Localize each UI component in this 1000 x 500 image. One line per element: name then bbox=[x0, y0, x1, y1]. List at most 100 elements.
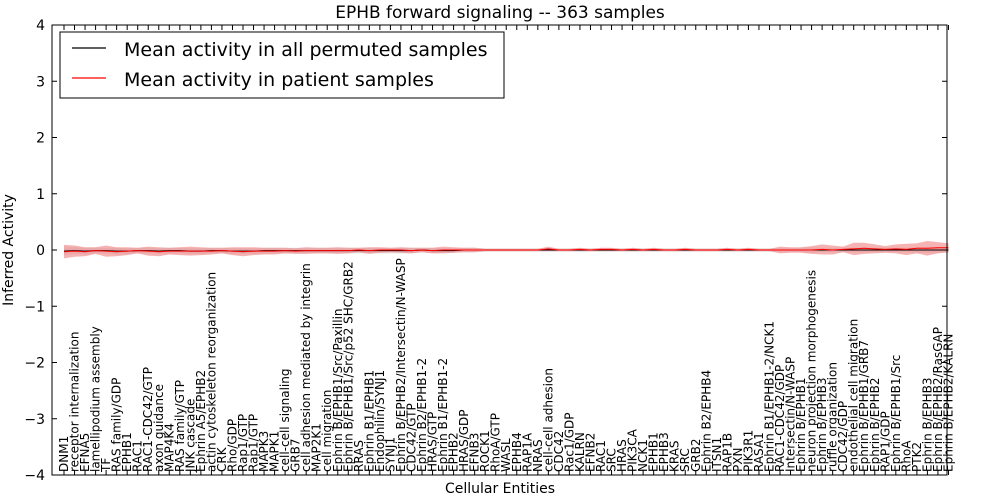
x-tick-label: WASL bbox=[499, 438, 513, 472]
legend-label-permuted: Mean activity in all permuted samples bbox=[124, 39, 487, 61]
x-tick-label: JNK cascade bbox=[183, 399, 197, 473]
legend-label-patient: Mean activity in patient samples bbox=[124, 69, 434, 91]
x-tick-label: PXN bbox=[731, 448, 745, 472]
y-tick-label: 0 bbox=[36, 243, 45, 259]
x-tick-label: Ephrin B/EPHB1 bbox=[794, 378, 808, 472]
x-tick-label: NCK1 bbox=[636, 439, 650, 472]
line-patient bbox=[63, 247, 949, 253]
x-tick-label: NRAS bbox=[531, 439, 545, 472]
x-tick-label: endothelial cell migration bbox=[847, 319, 861, 472]
x-tick-label: Ephrin B/EPHB2 bbox=[868, 378, 882, 472]
x-tick-label: SRC bbox=[605, 448, 619, 472]
x-tick-label: MAP4K4 bbox=[162, 423, 176, 472]
y-axis-label: Inferred Activity bbox=[1, 194, 17, 306]
y-tick-label: −4 bbox=[24, 468, 45, 484]
x-tick-label: Ephrin B/EPHB2/KALRN bbox=[942, 334, 956, 472]
x-tick-label: Endophilin/SYNJ1 bbox=[373, 370, 387, 472]
x-tick-label: Intersectin/N-WASP bbox=[784, 357, 798, 472]
x-tick-label: MAPK1 bbox=[268, 431, 282, 472]
x-tick-label: RAC1-CDC42/GDP bbox=[773, 365, 787, 472]
x-tick-label: cell migration bbox=[320, 390, 334, 472]
x-tick-label: Rap1/GTP bbox=[236, 414, 250, 472]
x-tick-label: RAP1B bbox=[720, 433, 734, 472]
y-axis: −4 −3 −2 −1 0 1 2 3 4 bbox=[24, 18, 947, 484]
x-tick-label: EFNB3 bbox=[468, 433, 482, 472]
x-tick-label: PIK3R1 bbox=[741, 430, 755, 472]
series-lines bbox=[63, 247, 949, 253]
x-tick-label: Rap1/GTP bbox=[247, 414, 261, 472]
x-tick-label: Ephrin B/EPHB3 bbox=[920, 378, 934, 472]
legend-box bbox=[59, 31, 505, 99]
x-tick-label: cell adhesion mediated by integrin bbox=[299, 263, 313, 472]
x-tick-label: ITSN1 bbox=[710, 437, 724, 472]
y-tick-label: −2 bbox=[24, 356, 45, 372]
x-tick-label: Ephrin B/EPHB2/Intersectin/N-WASP bbox=[394, 258, 408, 472]
x-tick-label: GRB2 bbox=[689, 438, 703, 472]
x-tick-label: Ephrin B1/EPHB1-2/NCK1 bbox=[763, 321, 777, 472]
x-tick-label: SYNJ1 bbox=[383, 437, 397, 472]
x-tick-label: GRB7 bbox=[289, 438, 303, 472]
x-tick-label: ROCK1 bbox=[478, 430, 492, 472]
x-axis-label: Cellular Entities bbox=[445, 481, 555, 497]
x-tick-label: Ephrin B/EPHB1/GRB7 bbox=[857, 340, 871, 472]
y-tick-label: −3 bbox=[24, 412, 45, 428]
x-tick-label: receptor internalization bbox=[68, 332, 82, 472]
x-tick-label: MAPK3 bbox=[257, 431, 271, 472]
x-tick-label: EPHB1 bbox=[120, 432, 134, 472]
x-tick-label: TF bbox=[99, 458, 113, 473]
x-tick-label: RAC1 bbox=[131, 440, 145, 472]
x-tick-label: RASA1 bbox=[752, 432, 766, 472]
x-tick-label: Ephrin B/EPHB1/Src/p52 SHC/GRB2 bbox=[341, 261, 355, 472]
x-tick-label: Ephrin B2/EPHB1-2 bbox=[415, 358, 429, 472]
x-tick-label: Ephrin B/EPHB1/Src bbox=[889, 355, 903, 472]
x-tick-label: KRAS bbox=[668, 440, 682, 472]
x-tick-label: RAC1-CDC42/GTP bbox=[141, 367, 155, 472]
x-tick-label: neuron projection morphogenesis bbox=[805, 270, 819, 472]
x-tick-label: Ephrin A5/EPHB2 bbox=[194, 370, 208, 472]
x-tick-label: HRAS/GTP bbox=[426, 412, 440, 472]
y-tick-label: 4 bbox=[36, 18, 45, 34]
x-tick-label: HRAS bbox=[615, 439, 629, 472]
x-tick-label: EPHB4 bbox=[510, 432, 524, 472]
x-tick-label: actin cytoskeleton reorganization bbox=[204, 272, 218, 472]
x-tick-label: RAP1/GDP bbox=[878, 411, 892, 472]
legend: Mean activity in all permuted samples Me… bbox=[59, 31, 505, 99]
x-tick-label: RhoA bbox=[899, 440, 913, 472]
x-tick-label: MAP2K1 bbox=[310, 423, 324, 472]
chart-title: EPHB forward signaling -- 363 samples bbox=[335, 3, 665, 23]
x-tick-label: axon guidance bbox=[152, 384, 166, 472]
x-tick-label: Rac1/GDP bbox=[562, 413, 576, 472]
x-tick-label: PTK2 bbox=[910, 442, 924, 472]
x-tick-label: PIK3CA bbox=[626, 428, 640, 472]
x-tick-label: EPHB2 bbox=[447, 432, 461, 472]
x-tick-label: Ephrin B/EPHB3 bbox=[815, 378, 829, 472]
x-tick-label: EPHB1 bbox=[647, 432, 661, 472]
x-tick-label: cell-cell signaling bbox=[278, 369, 292, 473]
x-tick-label: Rho/GDP bbox=[226, 419, 240, 472]
x-tick-label: CDC42 bbox=[552, 431, 566, 472]
x-tick-label: Ephrin B1/EPHB1-2 bbox=[436, 358, 450, 472]
x-tick-label: Ephrin B2/EPHB4 bbox=[699, 370, 713, 472]
x-tick-label: CDC42/GTP bbox=[405, 403, 419, 472]
x-tick-label: RAP1A bbox=[520, 432, 534, 472]
x-tick-label: EFNB2 bbox=[584, 433, 598, 472]
y-tick-label: 1 bbox=[36, 187, 45, 203]
x-tick-label: RAS family/GDP bbox=[110, 378, 124, 472]
y-tick-label: 3 bbox=[36, 74, 45, 90]
x-tick-label: DNM1 bbox=[57, 436, 71, 472]
x-tick-label: EPHB3 bbox=[657, 432, 671, 472]
x-tick-label: HRAS/GDP bbox=[457, 409, 471, 472]
y-tick-label: 2 bbox=[36, 131, 45, 147]
x-tick-label: CDC42/GDP bbox=[836, 401, 850, 472]
x-tick-label: KALRN bbox=[573, 432, 587, 472]
x-tick-label: EFNA5 bbox=[78, 433, 92, 472]
x-tick-label: SRC bbox=[678, 448, 692, 472]
x-tick-label: ruffle organization bbox=[826, 362, 840, 472]
x-tick-label: Ephrin B1/EPHB1 bbox=[362, 370, 376, 472]
x-tick-label: Ephrin B/EPHB1/Src/Paxillin bbox=[331, 308, 345, 472]
x-tick-label: cell-cell adhesion bbox=[541, 368, 555, 472]
x-tick-label: lamellipodium assembly bbox=[89, 326, 103, 472]
x-tick-label: RAC1 bbox=[594, 440, 608, 472]
